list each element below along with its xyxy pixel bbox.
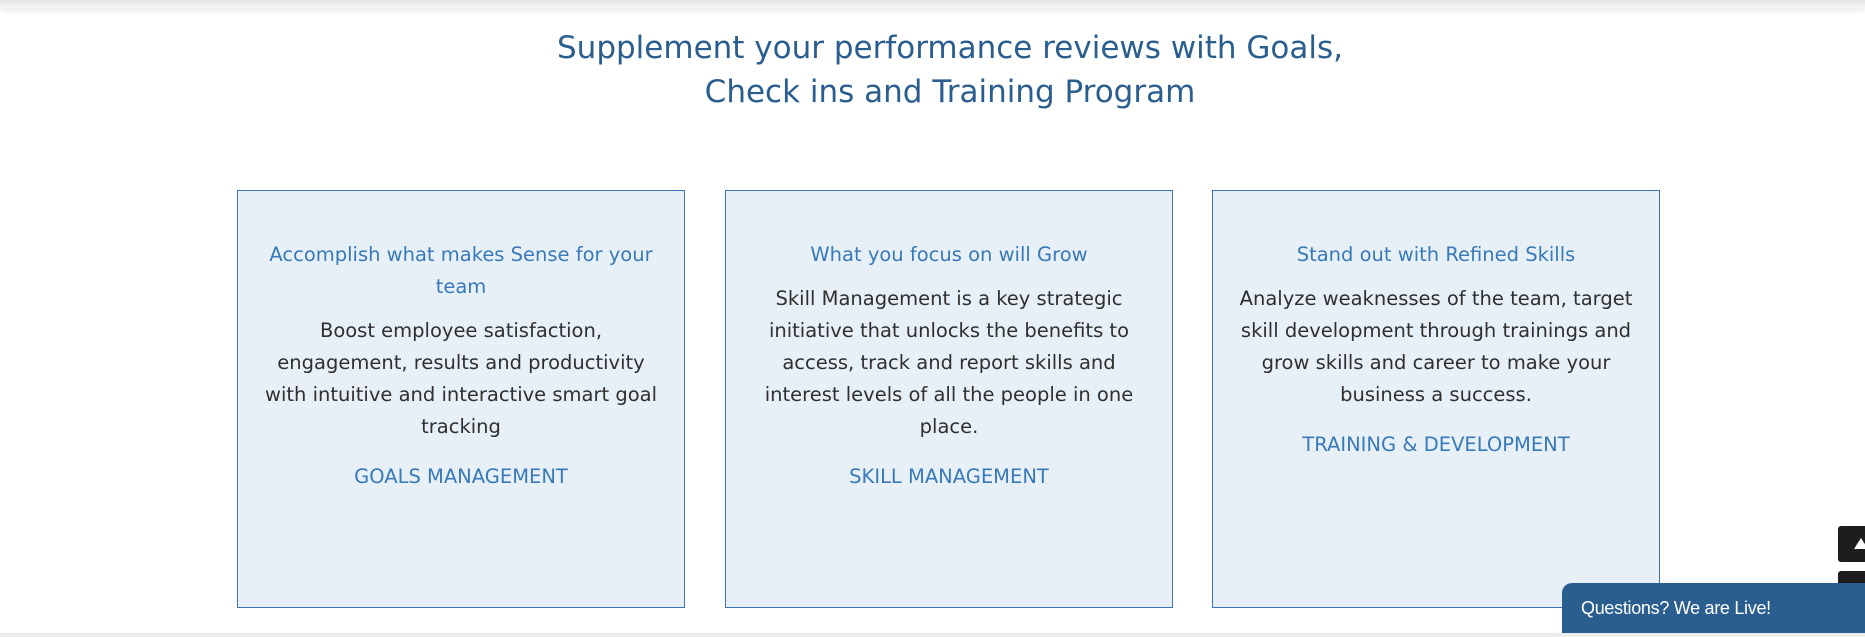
section-heading-line-2: Check ins and Training Program [704, 74, 1196, 110]
training-development-link[interactable]: TRAINING & DEVELOPMENT [1302, 433, 1570, 456]
section-divider [0, 633, 1865, 637]
feature-card-goals: Accomplish what makes Sense for your tea… [237, 190, 685, 608]
card-description: Skill Management is a key strategic init… [764, 287, 1134, 438]
section-heading-line-1: Supplement your performance reviews with… [557, 30, 1343, 66]
skill-management-link[interactable]: SKILL MANAGEMENT [849, 465, 1049, 488]
card-title: Accomplish what makes Sense for your tea… [269, 243, 653, 298]
card-title: Stand out with Refined Skills [1296, 243, 1576, 266]
card-description: Analyze weaknesses of the team, target s… [1239, 287, 1633, 406]
card-description: Boost employee satisfaction, engagement,… [265, 319, 657, 438]
feature-card-training: Stand out with Refined Skills Analyze we… [1212, 190, 1660, 608]
live-chat-button[interactable]: Questions? We are Live! [1562, 583, 1865, 633]
header-shadow [0, 0, 1865, 8]
card-title: What you focus on will Grow [810, 243, 1088, 266]
scroll-to-top-button[interactable] [1838, 526, 1865, 562]
feature-card-skills: What you focus on will Grow Skill Manage… [725, 190, 1173, 608]
goals-management-link[interactable]: GOALS MANAGEMENT [354, 465, 568, 488]
section-heading: Supplement your performance reviews with… [0, 26, 1865, 114]
arrow-up-icon [1854, 538, 1865, 549]
live-chat-label: Questions? We are Live! [1581, 598, 1771, 618]
